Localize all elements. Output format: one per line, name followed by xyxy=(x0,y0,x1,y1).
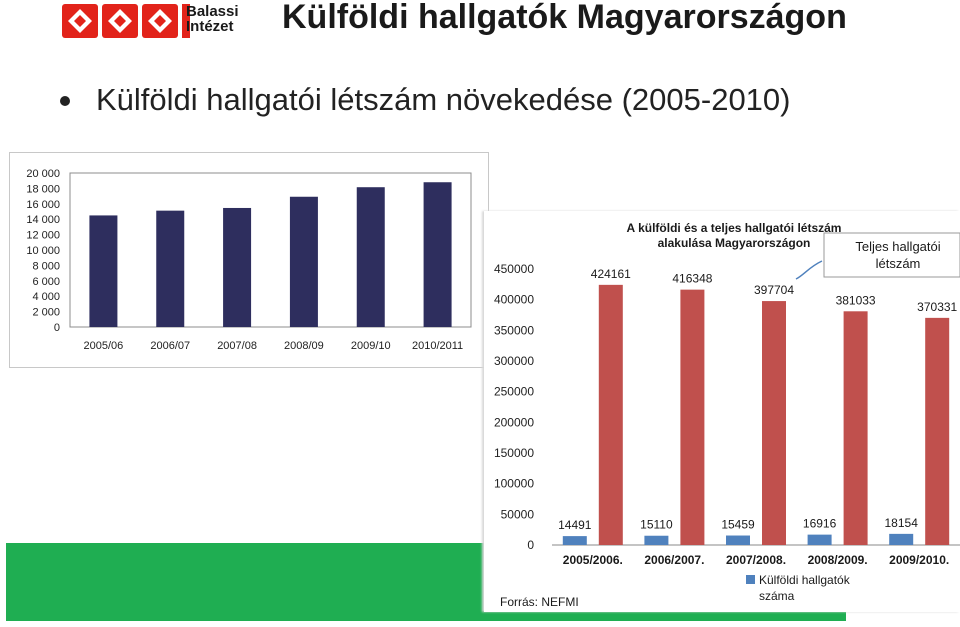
data-label-foreign: 14491 xyxy=(558,518,592,532)
y-tick-label: 50000 xyxy=(501,507,535,521)
bar-foreign xyxy=(889,533,914,545)
bar-total xyxy=(598,284,623,545)
y-tick-label: 10 000 xyxy=(26,245,60,257)
chart-title-line1: A külföldi és a teljes hallgatói létszám xyxy=(627,221,842,235)
legend-swatch xyxy=(746,575,755,584)
chart-title-line2: alakulása Magyarországon xyxy=(658,236,811,250)
legend-label-line1: Külföldi hallgatók xyxy=(759,573,851,587)
data-label-total: 416348 xyxy=(672,272,712,286)
balassi-logo xyxy=(62,4,190,38)
bar-foreign xyxy=(726,535,750,545)
bar xyxy=(89,215,118,327)
chart-total-vs-foreign: A külföldi és a teljes hallgatói létszám… xyxy=(484,211,960,612)
y-tick-label: 450000 xyxy=(494,262,534,276)
x-tick-label: 2008/09 xyxy=(284,340,324,352)
bar xyxy=(356,187,385,327)
x-tick-label: 2007/2008. xyxy=(726,553,786,567)
y-tick-label: 2 000 xyxy=(32,307,60,319)
y-tick-label: 16 000 xyxy=(26,199,60,211)
data-label-foreign: 15110 xyxy=(640,518,673,532)
logo-text: Balassi Intézet xyxy=(186,4,239,34)
logo-emblem xyxy=(62,4,190,38)
y-tick-label: 200000 xyxy=(494,415,534,429)
y-tick-label: 350000 xyxy=(494,323,534,337)
data-label-foreign: 15459 xyxy=(721,518,755,532)
x-tick-label: 2008/2009. xyxy=(808,553,868,567)
chart-foreign-students-svg: 20 000 18 000 16 000 14 000 12 000 10 000 8 00… xyxy=(26,168,472,352)
bar-total xyxy=(925,317,950,545)
page-title: Külföldi hallgatók Magyarországon xyxy=(282,0,847,36)
x-tick-label: 2009/2010. xyxy=(889,553,949,567)
bar-total xyxy=(680,289,705,545)
bar-foreign xyxy=(562,536,587,545)
chart-foreign-students: 20 000 18 000 16 000 14 000 12 000 10 000 8 00… xyxy=(9,152,489,368)
callout-line1: Teljes hallgatói xyxy=(855,239,940,254)
x-tick-label: 2006/07 xyxy=(150,340,190,352)
data-label-total: 424161 xyxy=(591,267,631,281)
legend-label-line2: száma xyxy=(759,589,795,603)
data-label-foreign: 18154 xyxy=(885,516,919,530)
y-tick-label: 400000 xyxy=(494,293,534,307)
y-tick-label: 14 000 xyxy=(26,214,60,226)
data-label-total: 397704 xyxy=(754,283,794,297)
bar-foreign xyxy=(644,535,669,545)
x-tick-label: 2005/06 xyxy=(84,340,124,352)
y-tick-label: 150000 xyxy=(494,446,534,460)
y-tick-label: 0 xyxy=(54,322,60,334)
bar xyxy=(223,207,252,327)
plot-area xyxy=(69,172,472,328)
chart-total-vs-foreign-svg: A külföldi és a teljes hallgatói létszám… xyxy=(494,221,960,609)
bar-total xyxy=(843,311,868,545)
y-tick-label: 18 000 xyxy=(26,183,60,195)
y-tick-label: 20 000 xyxy=(26,168,60,180)
source-note: Forrás: NEFMI xyxy=(500,595,579,609)
y-tick-label: 300000 xyxy=(494,354,534,368)
y-tick-label: 250000 xyxy=(494,385,534,399)
bullet-text: Külföldi hallgatói létszám növekedése (2… xyxy=(96,82,791,117)
y-tick-label: 4 000 xyxy=(32,291,60,303)
y-tick-label: 12 000 xyxy=(26,230,60,242)
data-label-foreign: 16916 xyxy=(803,517,837,531)
y-tick-label: 100000 xyxy=(494,477,534,491)
x-tick-label: 2010/2011 xyxy=(412,340,463,352)
bullet-dot xyxy=(60,96,70,106)
callout-leader xyxy=(795,260,823,280)
x-tick-label: 2007/08 xyxy=(217,340,257,352)
y-tick-label: 6 000 xyxy=(32,276,60,288)
bar-foreign xyxy=(807,534,832,545)
bar xyxy=(289,196,318,327)
bar xyxy=(423,182,452,327)
bar xyxy=(156,210,185,327)
data-label-total: 381033 xyxy=(836,293,876,307)
x-tick-label: 2006/2007. xyxy=(644,553,704,567)
bar-total xyxy=(762,301,786,545)
data-label-total: 370331 xyxy=(917,300,957,314)
y-tick-label: 0 xyxy=(527,538,534,552)
logo-line2: Intézet xyxy=(186,18,234,35)
y-tick-label: 8 000 xyxy=(32,260,60,272)
x-tick-label: 2009/10 xyxy=(351,340,391,352)
callout-line2: létszám xyxy=(876,256,921,271)
logo-line1: Balassi xyxy=(186,3,239,20)
callout-box xyxy=(823,232,960,278)
x-tick-label: 2005/2006. xyxy=(563,553,623,567)
